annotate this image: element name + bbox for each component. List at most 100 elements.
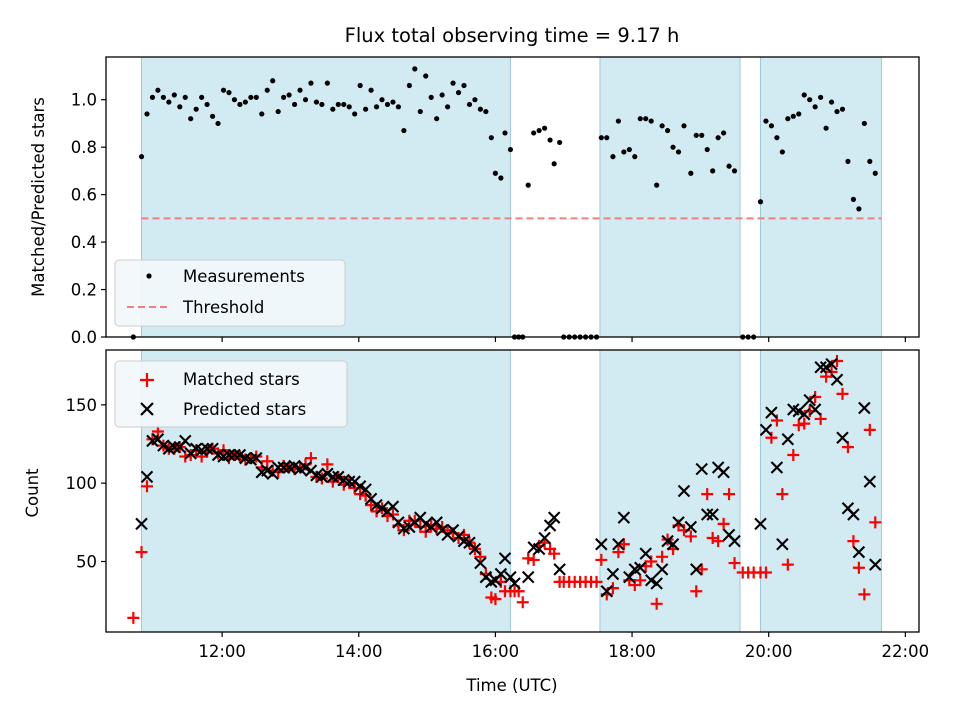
matched-star-point (776, 488, 789, 501)
measurement-point (839, 106, 846, 112)
matched-star-point (831, 354, 844, 367)
measurement-point (498, 175, 504, 181)
predicted-star-point (836, 431, 849, 444)
matched-star-point (474, 550, 487, 563)
measurement-point (160, 94, 166, 100)
matched-star-point (717, 517, 730, 530)
predicted-star-point (498, 552, 512, 565)
measurement-point (654, 182, 660, 188)
predicted-star-point (639, 547, 652, 560)
top-shaded-interval (760, 57, 882, 337)
bottom-y-tick-label: 150 (66, 396, 98, 415)
measurement-point (823, 125, 829, 131)
bottom-plot-frame (105, 349, 920, 633)
measurement-point (726, 163, 732, 169)
measurement-point (483, 108, 489, 115)
measurement-point (461, 82, 467, 89)
measurement-point (626, 146, 632, 153)
predicted-star-point (847, 508, 860, 521)
matched-star-point (135, 546, 148, 559)
measurement-point (281, 94, 287, 100)
measurement-point (390, 99, 396, 105)
matched-star-point (261, 455, 274, 468)
predicted-star-point (271, 461, 285, 474)
predicted-star-point (485, 575, 498, 589)
predicted-star-point (684, 520, 698, 534)
measurement-point (472, 97, 478, 103)
predicted-star-point (600, 585, 614, 598)
measurement-point (763, 118, 769, 124)
measurement-point (861, 120, 867, 127)
predicted-star-point (634, 561, 647, 575)
measurement-point (199, 94, 205, 100)
matched-star-point (645, 555, 658, 568)
predicted-star-point (342, 475, 356, 488)
measurement-point (699, 132, 705, 138)
measurement-point (357, 82, 363, 89)
measurement-point (259, 111, 265, 117)
legend-threshold-label: Threshold (182, 298, 264, 317)
measurement-point (395, 104, 402, 110)
measurement-point (335, 101, 341, 108)
measurement-point (721, 130, 727, 136)
measurement-point (275, 108, 281, 115)
measurement-point (182, 94, 188, 100)
measurement-point (352, 111, 358, 117)
matched-star-point (386, 508, 399, 521)
predicted-star-point (468, 542, 482, 556)
measurement-point (785, 116, 791, 122)
matched-star-point (863, 423, 876, 436)
predicted-star-point (606, 567, 620, 581)
measurement-point (341, 101, 347, 108)
measurement-point (423, 73, 429, 79)
top-y-axis-label: Matched/Predicted stars (29, 97, 48, 297)
measurement-point (531, 130, 537, 136)
matched-star-point (787, 448, 800, 461)
legend-predicted-marker (140, 402, 154, 416)
measurement-point (867, 158, 873, 165)
matched-star-point (650, 597, 663, 610)
measurement-point (466, 101, 473, 108)
measurement-point (604, 135, 610, 141)
matched-star-point (397, 524, 410, 537)
predicted-star-point (655, 563, 669, 576)
measurement-point (807, 97, 813, 103)
matched-star-point (684, 530, 697, 543)
measurement-point (204, 101, 210, 108)
measurement-point (188, 116, 194, 122)
matched-star-point (858, 588, 871, 601)
matched-star-point (612, 546, 625, 559)
matched-star-point (516, 596, 529, 609)
measurement-point (313, 99, 320, 105)
measurement-point (664, 127, 671, 134)
measurement-point (525, 182, 531, 188)
predicted-star-point (508, 577, 521, 590)
measurement-point (455, 89, 462, 96)
measurement-point (428, 94, 434, 100)
measurement-point (615, 118, 621, 124)
predicted-star-point (430, 516, 443, 529)
predicted-star-point (222, 448, 236, 462)
measurement-point (688, 170, 694, 176)
matched-star-point (759, 566, 772, 579)
measurement-point (828, 99, 835, 105)
predicted-star-point (326, 470, 340, 484)
measurement-point (319, 101, 325, 108)
measurement-point (632, 154, 638, 160)
measurement-point (812, 104, 818, 110)
bottom-y-tick-label: 100 (66, 474, 98, 493)
x-axis-label: Time (UTC) (465, 676, 557, 695)
chart-title: Flux total observing time = 9.17 h (345, 24, 680, 47)
predicted-star-point (359, 483, 372, 496)
top-y-tick-label: 0.6 (71, 186, 97, 205)
predicted-star-point (168, 440, 181, 454)
predicted-star-point (808, 403, 822, 416)
measurement-point (242, 99, 248, 105)
predicted-star-point (595, 538, 608, 551)
measurement-point (401, 127, 407, 134)
predicted-star-point (852, 545, 866, 559)
predicted-star-point (666, 538, 680, 551)
matched-star-point (847, 535, 860, 548)
bottom-panel: 50 100 150 12:00 14:00 16:00 18:00 20:00 22:00 C… (23, 349, 929, 695)
